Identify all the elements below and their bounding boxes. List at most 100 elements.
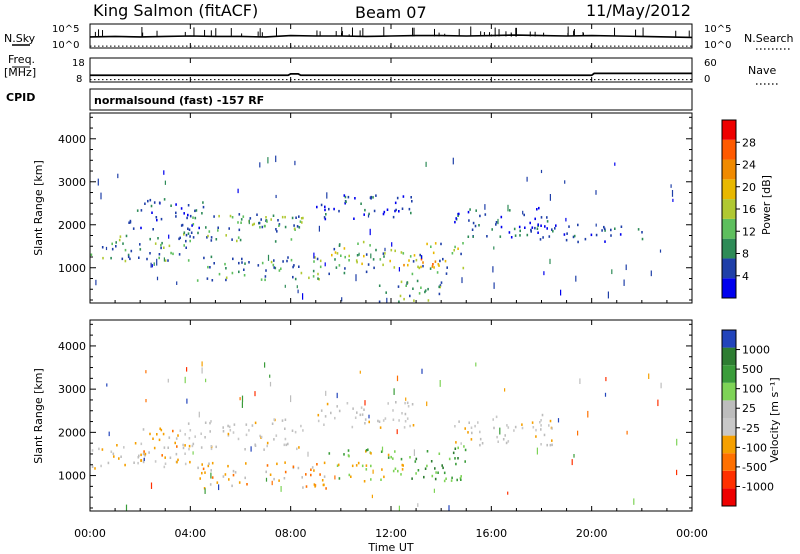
heatmap-cell bbox=[375, 194, 377, 197]
heatmap-cell bbox=[145, 399, 147, 403]
heatmap-cell bbox=[531, 226, 534, 229]
heatmap-cell bbox=[116, 444, 118, 447]
heatmap-cell bbox=[659, 249, 662, 253]
heatmap-cell bbox=[319, 259, 322, 263]
heatmap-cell bbox=[474, 224, 477, 228]
heatmap-cell bbox=[159, 427, 161, 430]
heatmap-cell bbox=[499, 235, 502, 238]
heatmap-cell bbox=[293, 227, 296, 230]
heatmap-cell bbox=[129, 257, 131, 261]
heatmap-cell bbox=[479, 437, 482, 441]
heatmap-cell bbox=[297, 289, 299, 294]
heatmap-cell bbox=[443, 471, 446, 475]
heatmap-cell bbox=[633, 498, 635, 505]
heatmap-cell bbox=[508, 231, 511, 234]
heatmap-cell bbox=[351, 425, 354, 429]
heatmap-cell bbox=[382, 419, 385, 422]
heatmap-cell bbox=[164, 259, 167, 262]
heatmap-cell bbox=[231, 238, 233, 241]
heatmap-cell bbox=[259, 226, 261, 229]
heatmap-cell bbox=[382, 263, 384, 267]
heatmap-cell bbox=[441, 464, 443, 467]
heatmap-cell bbox=[546, 216, 548, 219]
heatmap-cell bbox=[213, 215, 215, 218]
heatmap-cell bbox=[392, 469, 395, 473]
heatmap-cell bbox=[537, 231, 539, 234]
heatmap-cell bbox=[189, 214, 192, 218]
xtick-label: 20:00 bbox=[576, 527, 608, 540]
heatmap-cell bbox=[422, 264, 424, 268]
heatmap-cell bbox=[626, 430, 628, 435]
heatmap-cell bbox=[507, 440, 510, 443]
heatmap-cell bbox=[238, 228, 241, 232]
heatmap-cell bbox=[132, 227, 135, 230]
heatmap-cell bbox=[607, 291, 609, 299]
heatmap-cell bbox=[540, 424, 542, 427]
heatmap-cell bbox=[522, 210, 524, 215]
heatmap-cell bbox=[294, 430, 297, 434]
heatmap-cell bbox=[401, 468, 404, 471]
heatmap-cell bbox=[459, 477, 462, 480]
heatmap-cell bbox=[338, 409, 341, 413]
heatmap-cell bbox=[358, 252, 360, 256]
colorbar-swatch bbox=[722, 120, 736, 140]
heatmap-cell bbox=[273, 438, 275, 441]
heatmap-cell bbox=[203, 256, 205, 260]
heatmap-cell bbox=[187, 259, 190, 262]
heatmap-cell bbox=[346, 402, 349, 405]
heatmap-cell bbox=[208, 230, 211, 233]
nave-label: Nave bbox=[748, 64, 776, 77]
heatmap-cell bbox=[333, 207, 335, 211]
heatmap-cell bbox=[320, 409, 323, 412]
heatmap-cell bbox=[431, 474, 434, 478]
colorbar-tick-label: 25 bbox=[742, 402, 756, 415]
heatmap-cell bbox=[149, 237, 151, 241]
xtick-label: 04:00 bbox=[174, 527, 206, 540]
heatmap-cell bbox=[187, 232, 190, 235]
heatmap-cell bbox=[137, 461, 139, 465]
heatmap-cell bbox=[294, 277, 297, 281]
velocity-heatmap bbox=[91, 361, 678, 512]
heatmap-cell bbox=[403, 426, 406, 429]
heatmap-cell bbox=[158, 201, 161, 204]
heatmap-cell bbox=[274, 240, 277, 243]
heatmap-cell bbox=[269, 374, 271, 378]
heatmap-cell bbox=[227, 434, 230, 437]
heatmap-cell bbox=[415, 258, 418, 262]
heatmap-cell bbox=[142, 428, 145, 431]
heatmap-cell bbox=[224, 262, 226, 266]
ytick-label: 2000 bbox=[58, 219, 86, 232]
heatmap-cell bbox=[402, 195, 405, 198]
heatmap-cell bbox=[584, 237, 587, 241]
heatmap-cell bbox=[341, 297, 343, 302]
heatmap-cell bbox=[384, 252, 386, 255]
heatmap-cell bbox=[424, 289, 427, 292]
heatmap-cell bbox=[264, 278, 266, 282]
heatmap-cell bbox=[438, 285, 440, 289]
heatmap-cell bbox=[188, 444, 191, 448]
heatmap-cell bbox=[260, 435, 263, 439]
colorbar-tick-label: -1000 bbox=[742, 480, 774, 493]
ytick-label: 1000 bbox=[58, 262, 86, 275]
heatmap-cell bbox=[379, 258, 382, 261]
heatmap-cell bbox=[414, 460, 417, 463]
heatmap-cell bbox=[442, 466, 444, 470]
heatmap-cell bbox=[422, 261, 424, 264]
colorbar-swatch bbox=[722, 382, 736, 401]
heatmap-cell bbox=[201, 471, 203, 475]
heatmap-cell bbox=[253, 222, 255, 226]
heatmap-cell bbox=[229, 429, 232, 432]
colorbar-swatch bbox=[722, 365, 736, 383]
heatmap-cell bbox=[140, 442, 143, 446]
heatmap-cell bbox=[367, 263, 370, 266]
heatmap-cell bbox=[261, 225, 264, 229]
heatmap-cell bbox=[163, 246, 165, 249]
heatmap-cell bbox=[400, 280, 403, 284]
heatmap-cell bbox=[285, 443, 288, 447]
ytick-label: 4000 bbox=[58, 133, 86, 146]
heatmap-cell bbox=[493, 246, 495, 250]
heatmap-cell bbox=[312, 275, 315, 278]
heatmap-cell bbox=[460, 252, 462, 256]
heatmap-cell bbox=[161, 241, 163, 245]
heatmap-cell bbox=[269, 473, 272, 476]
